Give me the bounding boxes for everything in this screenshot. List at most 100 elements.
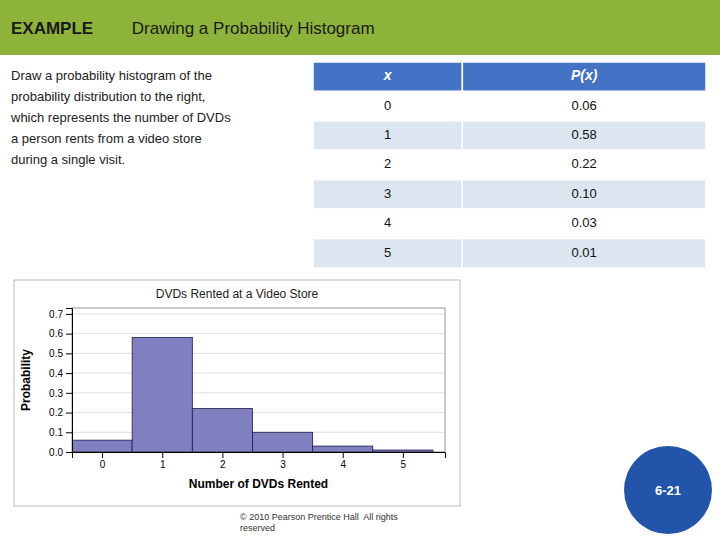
grid-line bbox=[72, 373, 445, 374]
slide-number: 6-21 bbox=[655, 483, 681, 498]
y-tick-mark bbox=[66, 373, 72, 374]
bar bbox=[192, 409, 252, 452]
y-tick-mark bbox=[66, 334, 72, 335]
x-tick-label: 3 bbox=[280, 459, 286, 470]
description-line: Draw a probability histogram of the bbox=[11, 68, 212, 83]
chart-box bbox=[14, 280, 460, 506]
x-tick-mark bbox=[162, 452, 163, 458]
y-tick: 0.5 bbox=[49, 348, 72, 359]
y-tick-label: 0.4 bbox=[49, 368, 63, 379]
grid-line bbox=[72, 392, 445, 393]
x-tick: 3 bbox=[280, 452, 286, 470]
y-tick-label: 0.7 bbox=[49, 309, 63, 320]
x-axis: 012345 bbox=[73, 452, 446, 470]
table-cell-text: 1 bbox=[384, 127, 391, 142]
table-cell-text: 0.01 bbox=[572, 245, 597, 260]
description-line: which represents the number of DVDs bbox=[10, 110, 231, 125]
x-axis-title: Number of DVDs Rented bbox=[189, 477, 328, 491]
grid bbox=[72, 314, 445, 452]
table-cell bbox=[313, 239, 462, 268]
x-tick-mark bbox=[102, 452, 103, 458]
description: Draw a probability histogram of the proba… bbox=[10, 68, 231, 167]
footer-line: © 2010 Pearson Prentice Hall All rights bbox=[240, 512, 398, 522]
x-tick: 5 bbox=[401, 452, 407, 470]
bar bbox=[313, 446, 373, 452]
x-tick-mark bbox=[343, 452, 344, 458]
description-line: probability distribution to the right, bbox=[11, 89, 205, 104]
table-cell bbox=[462, 209, 706, 238]
description-line: a person rents from a video store bbox=[11, 131, 202, 146]
x-tick-label: 4 bbox=[340, 459, 346, 470]
table-cell-text: 0.06 bbox=[572, 98, 597, 113]
y-tick-mark bbox=[66, 452, 72, 453]
table-header-text: x bbox=[383, 67, 393, 83]
table-cell-text: 0.22 bbox=[572, 156, 597, 171]
table-cell-text: 2 bbox=[384, 156, 391, 171]
footer-line: reserved bbox=[240, 523, 275, 533]
y-tick-mark bbox=[66, 432, 72, 433]
plot-frame bbox=[72, 308, 445, 452]
table-cell bbox=[462, 180, 706, 209]
slide-badge: 6-21 bbox=[624, 446, 712, 534]
table-cell-text: 0 bbox=[384, 98, 391, 113]
y-tick-mark bbox=[66, 393, 72, 394]
y-tick-label: 0.5 bbox=[49, 348, 63, 359]
grid-line bbox=[72, 313, 445, 314]
y-tick-label: 0.1 bbox=[49, 427, 63, 438]
grid-line bbox=[72, 353, 445, 354]
y-tick-mark bbox=[66, 413, 72, 414]
bar bbox=[72, 440, 132, 452]
plot: 0123450.00.10.20.30.40.50.60.7 bbox=[49, 308, 445, 470]
y-tick-mark bbox=[66, 314, 72, 315]
table: xP(x)00.0610.5820.2230.1040.0350.01 bbox=[313, 62, 706, 268]
y-tick-label: 0.3 bbox=[49, 388, 63, 399]
grid-line bbox=[72, 333, 445, 334]
table-cell-text: 0.10 bbox=[572, 186, 597, 201]
y-tick: 0.2 bbox=[49, 407, 72, 418]
table-header-cell bbox=[462, 62, 706, 91]
x-tick-label: 5 bbox=[401, 459, 407, 470]
x-tick-mark bbox=[403, 452, 404, 458]
y-tick: 0.6 bbox=[49, 328, 72, 339]
y-tick-mark bbox=[66, 353, 72, 354]
table-cell-text: 3 bbox=[384, 186, 391, 201]
table-cell-text: 0.03 bbox=[572, 215, 597, 230]
x-tick-label: 0 bbox=[100, 459, 106, 470]
table-cell bbox=[313, 209, 462, 238]
table-header-cell bbox=[313, 62, 462, 91]
page: EXAMPLE Drawing a Probability Histogram D… bbox=[0, 0, 720, 540]
footer: © 2010 Pearson Prentice Hall All rightsr… bbox=[240, 512, 398, 533]
x-tick: 0 bbox=[100, 452, 106, 470]
y-axis: 0.0 0.1 0.2 0.3 0.4 0.5 0.6 0.7 bbox=[49, 309, 72, 458]
y-tick: 0.1 bbox=[49, 427, 72, 438]
y-tick: 0.0 bbox=[49, 447, 72, 458]
y-tick: 0.7 bbox=[49, 309, 72, 320]
y-tick-label: 0.6 bbox=[49, 328, 63, 339]
table-cell-text: 4 bbox=[384, 215, 391, 230]
bar bbox=[132, 338, 192, 452]
y-tick-label: 0.0 bbox=[49, 447, 63, 458]
x-tick-mark bbox=[222, 452, 223, 458]
title-bar bbox=[0, 0, 720, 55]
x-tick: 4 bbox=[340, 452, 346, 470]
bars bbox=[72, 338, 433, 452]
table-cell bbox=[462, 239, 706, 268]
table-cell bbox=[313, 150, 462, 179]
chart-title: DVDs Rented at a Video Store bbox=[156, 287, 319, 301]
y-axis-line bbox=[66, 309, 73, 453]
y-axis-title: Probability bbox=[19, 349, 33, 411]
y-tick: 0.4 bbox=[49, 368, 72, 379]
table-cell bbox=[462, 91, 706, 120]
bar bbox=[252, 432, 312, 452]
table-cell-text: 0.58 bbox=[572, 127, 597, 142]
title-text: Drawing a Probability Histogram bbox=[94, 19, 375, 38]
table-cell bbox=[462, 150, 706, 179]
x-axis-line bbox=[73, 453, 446, 459]
table-cell bbox=[462, 121, 706, 150]
table-cell bbox=[313, 121, 462, 150]
y-tick: 0.3 bbox=[49, 388, 72, 399]
x-tick-mark bbox=[283, 452, 284, 458]
title-example: EXAMPLE bbox=[11, 19, 93, 38]
description-line: during a single visit. bbox=[11, 152, 125, 167]
grid-line bbox=[72, 412, 445, 413]
